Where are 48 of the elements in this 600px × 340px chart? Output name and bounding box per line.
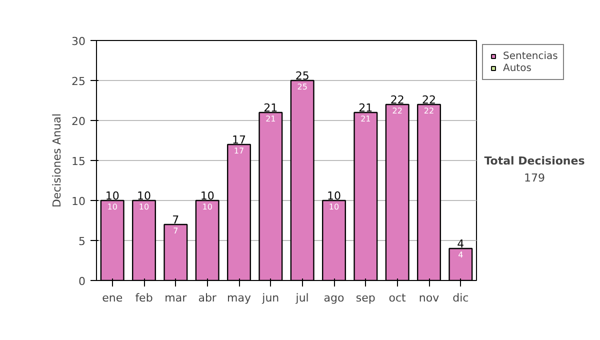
total-label: 4 [457,238,464,250]
total-label: 17 [232,134,246,146]
legend-label: Sentencias [503,50,558,62]
data-label: 10 [107,202,118,212]
text: Total Decisiones [484,154,586,168]
x-tick-label: sep [356,292,376,304]
data-label: 10 [138,202,150,212]
y-tick-label: 30 [72,35,86,48]
total-label: 22 [390,94,404,106]
y-tick-label: 20 [72,115,86,128]
data-label: 22 [424,106,434,116]
x-tick-label: dic [452,292,469,304]
total-label: 25 [295,70,310,82]
data-label: 10 [202,202,212,212]
text: 179 [524,172,545,185]
y-tick-label: 0 [78,275,86,288]
total-label: 7 [172,214,180,226]
data-label: 25 [297,82,308,92]
data-label: 21 [360,114,371,124]
data-label: 22 [392,106,402,116]
x-tick-label: ene [102,292,123,304]
x-tick-label: jul [294,292,309,304]
data-label: 7 [173,226,178,236]
x-tick-label: oct [388,292,407,304]
total-label: 10 [137,190,151,202]
x-tick-label: feb [135,292,153,304]
total-label: 21 [264,102,278,114]
total-label: 10 [327,190,341,202]
y-tick-label: 15 [72,155,86,168]
x-tick-label: ago [324,292,344,304]
x-tick-label: nov [418,292,440,304]
total-label: 10 [105,190,120,202]
data-label: 21 [266,114,276,124]
total-label: 21 [358,102,373,114]
x-tick-label: mar [164,292,188,304]
legend-label: Autos [503,62,532,74]
total-label: 22 [422,94,436,106]
x-tick-label: jun [261,292,280,304]
x-tick-label: may [227,292,252,304]
data-label: 4 [458,250,464,260]
x-tick-label: abr [198,292,217,304]
total-label: 10 [200,190,214,202]
y-axis-title: Decisiones Anual [50,113,64,208]
y-tick-label: 5 [78,235,86,248]
data-label: 17 [234,146,244,156]
y-tick-label: 10 [72,195,86,208]
y-tick-label: 25 [72,75,86,88]
data-label: 10 [328,202,340,212]
